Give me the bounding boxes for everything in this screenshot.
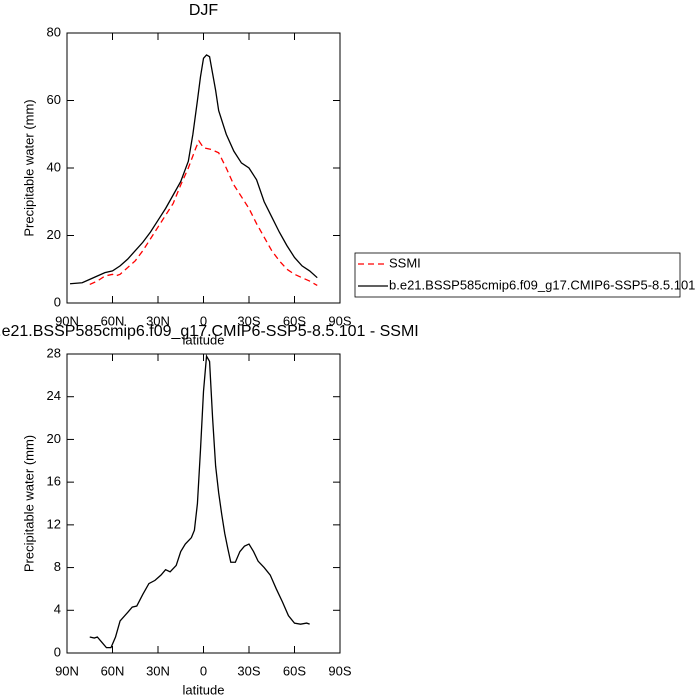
y-tick-label: 20 — [47, 431, 61, 446]
x-tick-label: 90N — [55, 663, 79, 678]
y-tick-label: 20 — [47, 227, 61, 242]
plot-frame — [66, 353, 341, 654]
plot-frame — [66, 32, 341, 304]
y-tick-label: 16 — [47, 474, 61, 489]
x-tick-label: 60S — [283, 663, 306, 678]
data-line — [89, 139, 318, 287]
x-tick-label: 30S — [237, 663, 260, 678]
x-tick-label: 0 — [200, 313, 207, 328]
y-tick-label: 40 — [47, 159, 61, 174]
x-tick-label: 30S — [237, 313, 260, 328]
x-tick-label: 90S — [328, 313, 351, 328]
legend-label: SSMI — [389, 255, 421, 270]
legend-label: b.e21.BSSP585cmip6.f09_g17.CMIP6-SSP5-8.… — [389, 277, 695, 292]
x-tick-label: 90S — [328, 663, 351, 678]
y-tick-label: 12 — [47, 516, 61, 531]
data-line — [69, 54, 318, 285]
y-tick-label: 28 — [47, 345, 61, 360]
x-tick-label: 60S — [283, 313, 306, 328]
x-axis-label: latitude — [183, 332, 225, 347]
y-axis-label: Precipitable water (mm) — [21, 99, 36, 236]
chart-title: DJF — [189, 2, 219, 19]
x-tick-label: 60N — [101, 663, 125, 678]
y-tick-label: 0 — [54, 294, 61, 309]
y-tick-label: 4 — [54, 602, 61, 617]
x-tick-label: 0 — [200, 663, 207, 678]
x-tick-label: 30N — [146, 313, 170, 328]
data-line — [89, 354, 310, 649]
y-axis-label: Precipitable water (mm) — [21, 435, 36, 572]
y-tick-label: 8 — [54, 559, 61, 574]
y-tick-label: 60 — [47, 92, 61, 107]
legend-box — [354, 252, 681, 298]
x-axis-label: latitude — [183, 682, 225, 697]
y-tick-label: 24 — [47, 388, 61, 403]
y-tick-label: 0 — [54, 644, 61, 659]
y-tick-label: 80 — [47, 24, 61, 39]
x-tick-label: 60N — [101, 313, 125, 328]
x-tick-label: 90N — [55, 313, 79, 328]
x-tick-label: 30N — [146, 663, 170, 678]
chart-title: b.e21.BSSP585cmip6.f09_g17.CMIP6-SSP5-8.… — [0, 323, 419, 340]
